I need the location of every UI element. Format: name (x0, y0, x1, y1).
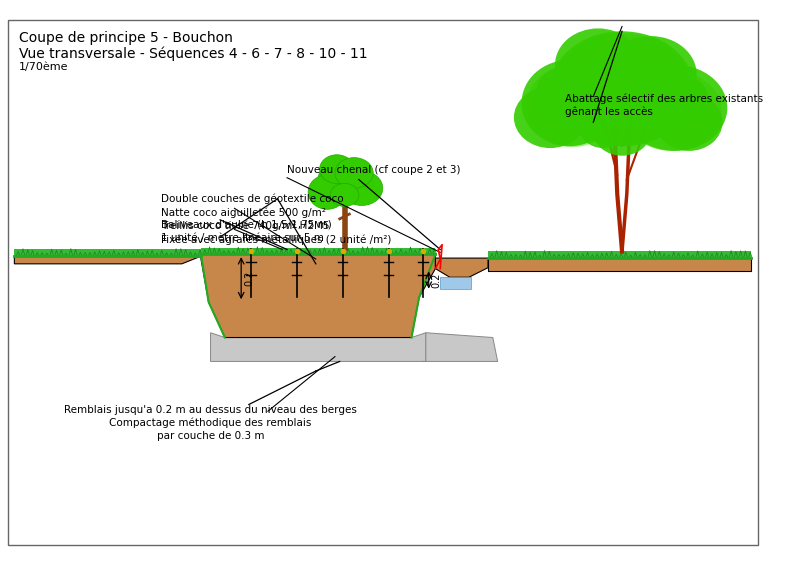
Ellipse shape (526, 65, 618, 147)
Ellipse shape (594, 108, 650, 156)
Text: Baliveaux d'aulne (h 1,5/1,75 m)
1 unité / mètre linéaire sur 5 m: Baliveaux d'aulne (h 1,5/1,75 m) 1 unité… (161, 220, 331, 242)
Ellipse shape (320, 155, 354, 184)
Polygon shape (14, 256, 201, 264)
Polygon shape (210, 333, 426, 362)
Ellipse shape (624, 60, 697, 121)
Ellipse shape (308, 175, 346, 209)
Text: 0.2: 0.2 (244, 271, 254, 286)
Polygon shape (201, 254, 435, 337)
Ellipse shape (589, 79, 665, 146)
Text: Double couches de géotextile coco
Natte coco aiguilletée 500 g/m²
Treillis coco : Double couches de géotextile coco Natte … (161, 194, 391, 245)
Text: Vue transversale - Séquences 4 - 6 - 7 - 8 - 10 - 11: Vue transversale - Séquences 4 - 6 - 7 -… (19, 46, 368, 61)
Ellipse shape (330, 184, 359, 206)
Text: Nouveau chenal (cf coupe 2 et 3): Nouveau chenal (cf coupe 2 et 3) (287, 165, 461, 175)
Ellipse shape (522, 60, 618, 146)
Text: 0.2: 0.2 (431, 272, 442, 288)
Polygon shape (488, 258, 751, 271)
Ellipse shape (335, 158, 374, 188)
Ellipse shape (555, 28, 641, 101)
Polygon shape (440, 277, 471, 289)
Polygon shape (435, 258, 488, 277)
Ellipse shape (341, 171, 382, 206)
Polygon shape (14, 250, 201, 256)
Ellipse shape (514, 87, 586, 148)
Ellipse shape (655, 93, 722, 151)
Text: Coupe de principe 5 - Bouchon: Coupe de principe 5 - Bouchon (19, 31, 233, 45)
Ellipse shape (650, 75, 708, 122)
Ellipse shape (318, 159, 371, 202)
Ellipse shape (622, 71, 722, 151)
Text: Remblais jusqu'a 0.2 m au dessus du niveau des berges
Compactage méthodique des : Remblais jusqu'a 0.2 m au dessus du nive… (64, 405, 357, 441)
Text: 1/70ème: 1/70ème (19, 62, 69, 72)
Ellipse shape (550, 60, 618, 118)
Ellipse shape (553, 33, 691, 144)
Polygon shape (488, 251, 751, 258)
Ellipse shape (550, 31, 694, 146)
Text: Abattage sélectif des arbres existants
gênant les accès: Abattage sélectif des arbres existants g… (565, 93, 762, 118)
Ellipse shape (622, 65, 727, 151)
Polygon shape (421, 333, 498, 362)
Polygon shape (201, 247, 435, 254)
Ellipse shape (536, 67, 594, 120)
Ellipse shape (605, 36, 697, 112)
Ellipse shape (579, 106, 627, 148)
